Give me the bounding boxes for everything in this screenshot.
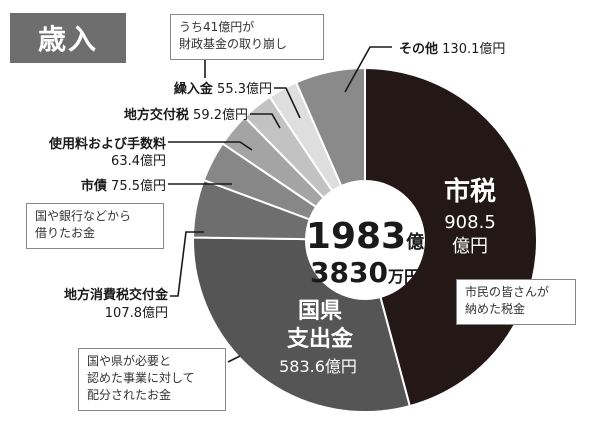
- slice-label-city-tax: 市税: [444, 176, 496, 207]
- note-city-tax: 市民の皆さんが 納めた税金: [456, 279, 576, 325]
- center-total-line1: 1983億: [306, 216, 424, 257]
- page-title: 歳入: [10, 13, 126, 63]
- note-bond: 国や銀行などから 借りたお金: [26, 203, 164, 249]
- label-consumption: 地方消費税交付金: [63, 288, 168, 303]
- leader-line-fees: [168, 141, 253, 151]
- leader-line-grant-note: [227, 355, 241, 363]
- label-consumption-value: 107.8億円: [104, 306, 168, 321]
- leader-line-other: [344, 46, 392, 93]
- slice-value-city-tax: 908.5: [444, 212, 496, 233]
- slice-unit-city-tax: 億円: [452, 236, 488, 257]
- label-local-alloc: 地方交付税 59.2億円: [123, 108, 248, 123]
- label-fees-value: 63.4億円: [111, 154, 166, 169]
- slice-value-grant: 583.6億円: [279, 357, 357, 376]
- label-fees: 使用料および手数料: [48, 137, 166, 152]
- label-transfer: 繰入金 55.3億円: [173, 82, 272, 97]
- label-bond: 市債 75.5億円: [80, 179, 166, 194]
- label-other: その他 130.1億円: [399, 42, 506, 57]
- note-transfer: うち41億円が 財政基金の取り崩し: [170, 14, 324, 60]
- center-total-line2: 3830万円: [310, 256, 420, 289]
- leader-line-local-alloc: [250, 113, 281, 129]
- note-grant: 国や県が必要と 認めた事業に対して 配分されたお金: [78, 348, 226, 411]
- leader-line-consumption: [170, 231, 204, 297]
- leader-line-transfer: [274, 87, 301, 119]
- slice-label-grant-1: 国県: [298, 299, 342, 324]
- leader-lines: [168, 46, 392, 363]
- center-hole: [305, 180, 425, 300]
- slice-label-grant-2: 支出金: [287, 326, 354, 352]
